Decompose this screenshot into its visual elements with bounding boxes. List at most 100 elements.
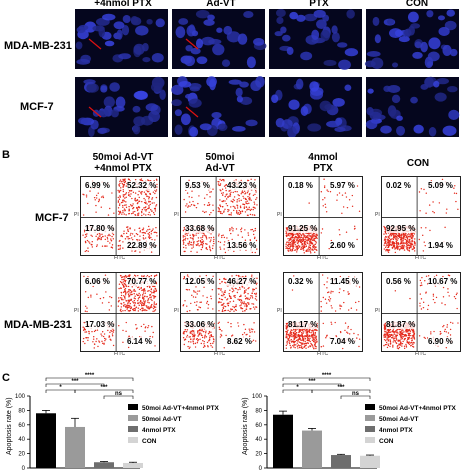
quadrant-percent-ll: 17.03 % xyxy=(85,319,115,329)
significance-label: ns xyxy=(352,391,360,397)
nucleus-shape xyxy=(331,31,340,43)
nucleus-shape xyxy=(372,16,380,26)
facs-x-axis-label: FITC xyxy=(114,351,126,357)
nucleus-shape xyxy=(145,103,158,112)
legend-swatch xyxy=(128,404,138,410)
nucleus-shape xyxy=(426,10,434,18)
quadrant-percent-ll: 81.87 % xyxy=(386,319,416,329)
nucleus-shape xyxy=(132,124,141,135)
quadrant-percent-lr: 6.14 % xyxy=(127,337,152,346)
nucleus-shape xyxy=(237,33,248,45)
nucleus-shape xyxy=(276,16,284,25)
quadrant-percent-lr: 22.89 % xyxy=(127,241,157,250)
quadrant-percent-ll: 92.95 % xyxy=(386,223,416,233)
y-tick-label: 40 xyxy=(18,437,25,443)
facs-y-axis-label: PI xyxy=(74,212,79,218)
y-tick-label: 100 xyxy=(252,394,263,400)
facs-col-title: 50moi Ad-VT xyxy=(180,152,260,174)
nucleus-shape xyxy=(110,109,119,118)
facs-dot-plot: 6.06 % 70.77 % 17.03 % 6.14 % xyxy=(80,272,160,352)
nucleus-shape xyxy=(122,14,131,24)
nucleus-shape xyxy=(223,25,233,35)
nucleus-shape xyxy=(369,111,382,120)
facs-title-line: CON xyxy=(406,158,430,169)
nucleus-shape xyxy=(255,76,265,88)
quadrant-percent-ul: 0.02 % xyxy=(386,181,411,190)
nucleus-shape xyxy=(300,51,313,61)
significance-label: **** xyxy=(322,373,332,379)
nucleus-shape xyxy=(396,125,406,136)
quadrant-percent-lr: 8.62 % xyxy=(227,337,252,346)
facs-dot-plot: 0.02 % 5.09 % 92.95 % 1.94 % xyxy=(381,176,461,256)
nucleus-shape xyxy=(118,53,132,60)
nucleus-shape xyxy=(433,80,440,88)
nucleus-shape xyxy=(188,98,202,108)
quadrant-percent-lr: 7.04 % xyxy=(330,337,355,346)
nucleus-shape xyxy=(133,116,146,127)
nucleus-shape xyxy=(407,11,419,23)
nucleus-shape xyxy=(446,9,456,17)
nucleus-shape xyxy=(133,43,145,55)
legend-entry: 4nmol PTX xyxy=(142,427,176,434)
nucleus-shape xyxy=(195,9,210,19)
nucleus-shape xyxy=(191,30,199,37)
y-tick-label: 80 xyxy=(255,408,262,414)
legend-swatch xyxy=(365,415,375,421)
nucleus-shape xyxy=(313,9,326,18)
facs-col-title: 50moi Ad-VT +4nmol PTX xyxy=(83,152,163,174)
nucleus-shape xyxy=(275,9,286,18)
nucleus-shape xyxy=(130,15,139,25)
nucleus-shape xyxy=(442,125,457,136)
nucleus-shape xyxy=(135,25,149,36)
nucleus-shape xyxy=(275,118,285,128)
nucleus-shape xyxy=(434,92,447,102)
nucleus-shape xyxy=(281,119,293,130)
nucleus-shape xyxy=(195,38,204,49)
nucleus-shape xyxy=(207,14,215,21)
facs-title-line: 50moi xyxy=(205,152,235,163)
facs-x-axis-label: FITC xyxy=(415,255,427,261)
quadrant-percent-lr: 1.94 % xyxy=(428,241,453,250)
quadrant-percent-ll: 33.68 % xyxy=(185,223,215,233)
nucleus-shape xyxy=(100,85,108,93)
quadrant-percent-ll: 33.06 % xyxy=(185,319,215,329)
quadrant-percent-lr: 2.60 % xyxy=(330,241,355,250)
facs-dot-plot: 9.53 % 43.23 % 33.68 % 13.56 % xyxy=(180,176,260,256)
bar xyxy=(273,414,293,468)
nucleus-shape xyxy=(228,79,242,85)
nucleus-shape xyxy=(323,59,337,67)
facs-dot-plot: 6.99 % 52.32 % 17.80 % 22.89 % xyxy=(80,176,160,256)
nucleus-shape xyxy=(447,85,458,93)
nucleus-shape xyxy=(102,13,116,21)
significance-label: * xyxy=(296,385,299,391)
facs-x-axis-label: FITC xyxy=(415,351,427,357)
significance-bracket xyxy=(103,395,134,399)
y-tick-label: 40 xyxy=(255,437,262,443)
legend-swatch xyxy=(365,426,375,432)
legend-entry: 50moi Ad-VT xyxy=(142,416,182,423)
nucleus-shape xyxy=(142,57,151,63)
nucleus-shape xyxy=(300,106,309,116)
nucleus-shape xyxy=(271,94,279,104)
nucleus-shape xyxy=(383,85,391,92)
nucleus-shape xyxy=(395,29,403,37)
legend-swatch xyxy=(128,415,138,421)
nucleus-shape xyxy=(427,51,440,62)
facs-x-axis-label: FITC xyxy=(317,351,329,357)
quadrant-percent-ur: 52.32 % xyxy=(127,181,157,190)
facs-title-line: +4nmol PTX xyxy=(94,163,152,174)
nucleus-shape xyxy=(391,94,401,104)
nucleus-shape xyxy=(287,126,297,137)
nucleus-shape xyxy=(307,123,322,132)
nucleus-shape xyxy=(203,19,215,26)
nucleus-shape xyxy=(246,56,256,69)
significance-label: *** xyxy=(308,379,316,385)
facs-col-title: CON xyxy=(388,158,448,169)
quadrant-percent-ur: 43.23 % xyxy=(227,181,257,190)
nucleus-shape xyxy=(221,59,231,67)
quadrant-percent-ur: 5.97 % xyxy=(330,181,355,190)
nucleus-shape xyxy=(320,29,331,41)
facs-col-title: 4nmol PTX xyxy=(283,152,363,174)
nucleus-shape xyxy=(103,96,115,108)
